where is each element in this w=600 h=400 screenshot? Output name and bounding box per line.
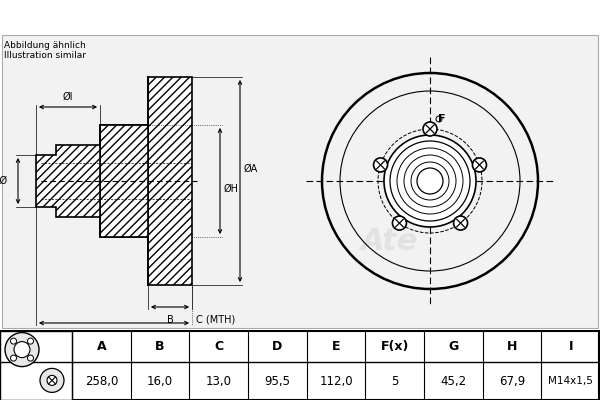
Circle shape bbox=[47, 375, 57, 386]
Circle shape bbox=[384, 135, 476, 227]
Circle shape bbox=[40, 368, 64, 392]
Bar bbox=[0, 331, 72, 400]
Circle shape bbox=[472, 158, 487, 172]
Circle shape bbox=[11, 355, 17, 361]
Text: G: G bbox=[448, 340, 458, 353]
Text: E: E bbox=[332, 340, 340, 353]
Circle shape bbox=[454, 216, 467, 230]
Text: 112,0: 112,0 bbox=[319, 374, 353, 388]
Text: F: F bbox=[438, 114, 445, 124]
Polygon shape bbox=[36, 125, 100, 237]
Text: M14x1,5: M14x1,5 bbox=[548, 376, 593, 386]
Text: Ate: Ate bbox=[361, 226, 419, 256]
Text: C: C bbox=[214, 340, 223, 353]
Text: 16,0: 16,0 bbox=[147, 374, 173, 388]
Text: H: H bbox=[507, 340, 517, 353]
Text: B: B bbox=[167, 315, 173, 325]
Text: Illustration similar: Illustration similar bbox=[4, 51, 86, 60]
Text: ØA: ØA bbox=[244, 164, 258, 174]
Text: 95,5: 95,5 bbox=[265, 374, 290, 388]
Text: C (MTH): C (MTH) bbox=[196, 315, 235, 325]
Text: 67,9: 67,9 bbox=[499, 374, 525, 388]
Polygon shape bbox=[100, 125, 148, 237]
Circle shape bbox=[14, 342, 30, 358]
Circle shape bbox=[374, 158, 388, 172]
Text: 13,0: 13,0 bbox=[206, 374, 232, 388]
Text: ØE: ØE bbox=[434, 180, 449, 190]
Text: I: I bbox=[568, 340, 573, 353]
Circle shape bbox=[5, 333, 39, 366]
Circle shape bbox=[28, 355, 34, 361]
Text: ØI: ØI bbox=[63, 92, 73, 102]
Text: ØH: ØH bbox=[224, 184, 239, 194]
Text: A: A bbox=[97, 340, 106, 353]
Circle shape bbox=[28, 338, 34, 344]
Text: GØ: GØ bbox=[0, 176, 8, 186]
Circle shape bbox=[392, 216, 406, 230]
Text: 45,2: 45,2 bbox=[440, 374, 466, 388]
Text: Abbildung ähnlich: Abbildung ähnlich bbox=[4, 41, 86, 50]
Text: B: B bbox=[155, 340, 165, 353]
Text: F(x): F(x) bbox=[380, 340, 409, 353]
Text: 258,0: 258,0 bbox=[85, 374, 118, 388]
Text: 24.0116-0104.1    416104: 24.0116-0104.1 416104 bbox=[150, 6, 450, 26]
Text: D: D bbox=[110, 331, 118, 341]
Text: D: D bbox=[272, 340, 283, 353]
Circle shape bbox=[11, 338, 17, 344]
Circle shape bbox=[423, 122, 437, 136]
Text: 5: 5 bbox=[391, 374, 398, 388]
Polygon shape bbox=[148, 77, 192, 285]
